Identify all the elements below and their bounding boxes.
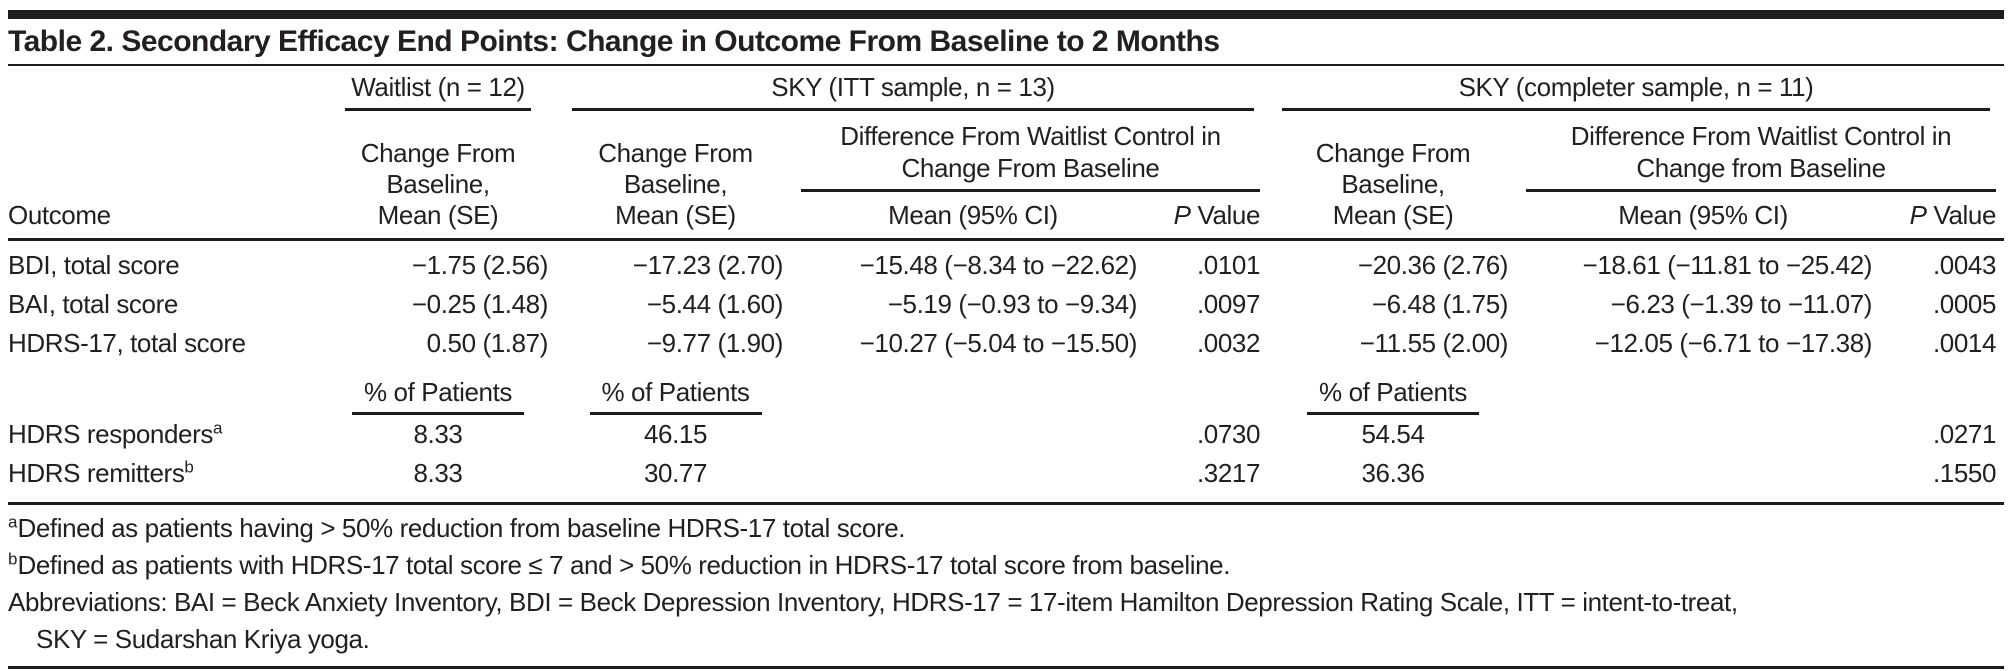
table-row-responders: HDRS respondersa 8.33 46.15 .0730 54.54 … [8, 415, 2004, 454]
p-italic: P [1173, 200, 1191, 230]
row-label: BAI, total score [8, 289, 178, 319]
completer-p-value: .0043 [1932, 250, 1997, 280]
group-header-spacer [8, 66, 318, 111]
waitlist-mean-se: −1.75 (2.56) [411, 250, 549, 280]
completer-mean-ci-header: Mean (95% CI) [1518, 192, 1889, 241]
itt-difference-header-cell: Difference From Waitlist Control in Chan… [793, 111, 1268, 192]
itt-change-from-baseline-header: Change From Baseline, Mean (SE) [558, 111, 793, 241]
bottom-rule [8, 666, 2004, 669]
completer-percent-header-cell: % of Patients [1268, 363, 1518, 415]
itt-p-value: .0097 [1196, 289, 1261, 319]
completer-percent-value: 36.36 [1361, 458, 1425, 488]
footnote-separator-rule [8, 502, 2004, 505]
completer-mean-se: −20.36 (2.76) [1357, 250, 1509, 280]
waitlist-percent-value: 8.33 [413, 419, 463, 449]
itt-percent-value: 46.15 [643, 419, 708, 449]
footnote-marker-sup: a [212, 418, 223, 438]
table-row-remitters: HDRS remittersb 8.33 30.77 .3217 36.36 .… [8, 454, 2004, 502]
footnote-a: aDefined as patients having > 50% reduct… [8, 510, 2004, 547]
itt-percent-value: 30.77 [643, 458, 708, 488]
itt-diff-ci: −10.27 (−5.04 to −15.50) [859, 328, 1138, 358]
completer-diff-ci: −6.23 (−1.39 to −11.07) [1610, 289, 1873, 319]
completer-diff-ci: −12.05 (−6.71 to −17.38) [1594, 328, 1873, 358]
completer-difference-header-cell: Difference From Waitlist Control in Chan… [1518, 111, 2004, 192]
subheader-row: Outcome Change From Baseline, Mean (SE) … [8, 111, 2004, 241]
footnote-a-marker: a [8, 512, 18, 532]
completer-p-value: .0014 [1932, 328, 1997, 358]
group-header-waitlist: Waitlist (n = 12) [345, 70, 531, 111]
group-header-sky-itt-cell: SKY (ITT sample, n = 13) [558, 66, 1268, 111]
table-row-bai: BAI, total score −0.25 (1.48) −5.44 (1.6… [8, 285, 2004, 324]
itt-p-value: .0730 [1196, 419, 1261, 449]
completer-percent-header: % of Patients [1307, 377, 1480, 415]
table-row-bdi: BDI, total score −1.75 (2.56) −17.23 (2.… [8, 240, 2004, 286]
percent-subheader-row: % of Patients % of Patients % of Patient… [8, 363, 2004, 415]
completer-p-value-header: P Value [1888, 192, 2005, 241]
group-header-waitlist-cell: Waitlist (n = 12) [318, 66, 558, 111]
waitlist-mean-se: −0.25 (1.48) [411, 289, 549, 319]
title-row: Table 2. Secondary Efficacy End Points: … [8, 19, 2004, 66]
footnotes: aDefined as patients having > 50% reduct… [8, 505, 2004, 658]
percent-row-spacer [8, 363, 318, 415]
itt-diff-ci: −15.48 (−8.34 to −22.62) [859, 250, 1138, 280]
abbreviations-line-2: SKY = Sudarshan Kriya yoga. [36, 624, 370, 654]
itt-mean-se: −5.44 (1.60) [646, 289, 784, 319]
itt-difference-header: Difference From Waitlist Control in Chan… [801, 120, 1261, 192]
itt-p-value: .3217 [1196, 458, 1261, 488]
footnote-b-marker: b [8, 549, 18, 569]
row-label-text: HDRS remitters [8, 458, 185, 488]
row-label-text: HDRS responders [8, 419, 213, 449]
completer-difference-header: Difference From Waitlist Control in Chan… [1526, 120, 1997, 192]
footnote-marker-sup: b [184, 457, 194, 477]
itt-diff-ci: −5.19 (−0.93 to −9.34) [887, 289, 1138, 319]
row-label: BDI, total score [8, 250, 180, 280]
waitlist-mean-se: 0.50 (1.87) [426, 328, 549, 358]
completer-p-value: .0271 [1932, 419, 1997, 449]
itt-percent-header-cell: % of Patients [558, 363, 793, 415]
stat-header-row: Mean (95% CI) P Value Mean (95% CI) P Va… [8, 192, 2005, 241]
footnote-a-text: Defined as patients having > 50% reducti… [17, 513, 906, 543]
completer-percent-value: 54.54 [1361, 419, 1425, 449]
completer-change-from-baseline-header: Change From Baseline, Mean (SE) [1268, 111, 1519, 241]
abbreviations-line-1: Abbreviations: BAI = Beck Anxiety Invent… [8, 587, 1738, 617]
completer-mean-se: −11.55 (2.00) [1359, 328, 1509, 358]
itt-mean-se: −9.77 (1.90) [646, 328, 784, 358]
group-header-sky-completer-cell: SKY (completer sample, n = 11) [1268, 66, 2004, 111]
completer-diff-ci: −18.61 (−11.81 to −25.42) [1582, 250, 1873, 280]
secondary-efficacy-table: Waitlist (n = 12) SKY (ITT sample, n = 1… [8, 66, 2005, 502]
completer-mean-se: −6.48 (1.75) [1371, 289, 1509, 319]
row-label: HDRS-17, total score [8, 328, 246, 358]
waitlist-change-from-baseline-header: Change From Baseline, Mean (SE) [318, 111, 558, 241]
completer-p-value: .1550 [1932, 458, 1997, 488]
p-italic: P [1909, 200, 1927, 230]
itt-p-value: .0101 [1196, 250, 1261, 280]
top-rule-thick [8, 10, 2004, 19]
completer-p-value: .0005 [1932, 289, 1997, 319]
p-value-label: Value [1190, 200, 1261, 230]
itt-p-value-header: P Value [1153, 192, 1269, 241]
group-header-sky-itt: SKY (ITT sample, n = 13) [572, 70, 1255, 111]
waitlist-percent-value: 8.33 [413, 458, 463, 488]
itt-mean-ci-header: Mean (95% CI) [793, 192, 1153, 241]
table-row-hdrs17: HDRS-17, total score 0.50 (1.87) −9.77 (… [8, 324, 2004, 363]
row-label: HDRS remittersb [8, 454, 318, 502]
outcome-column-header: Outcome [8, 111, 318, 241]
p-value-label: Value [1926, 200, 1997, 230]
row-label: HDRS respondersa [8, 415, 318, 454]
footnote-b-text: Defined as patients with HDRS-17 total s… [17, 550, 1231, 580]
group-header-row: Waitlist (n = 12) SKY (ITT sample, n = 1… [8, 66, 2004, 111]
itt-percent-header: % of Patients [589, 377, 762, 415]
waitlist-percent-header-cell: % of Patients [318, 363, 558, 415]
itt-p-value: .0032 [1196, 328, 1261, 358]
table-title: Table 2. Secondary Efficacy End Points: … [8, 25, 1220, 58]
group-header-sky-completer: SKY (completer sample, n = 11) [1282, 70, 1991, 111]
itt-mean-se: −17.23 (2.70) [632, 250, 784, 280]
waitlist-percent-header: % of Patients [352, 377, 524, 415]
footnote-b: bDefined as patients with HDRS-17 total … [8, 547, 2004, 584]
